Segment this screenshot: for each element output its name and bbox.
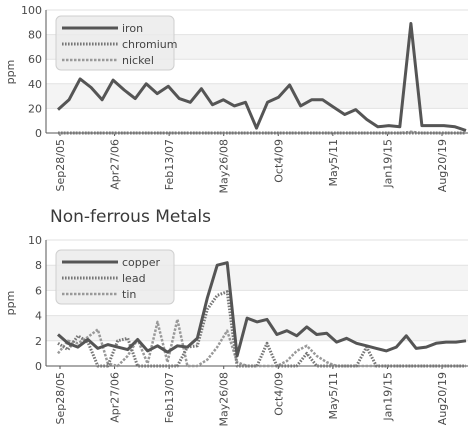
x-tick-label: Jan19/15	[381, 372, 394, 422]
y-axis-label: ppm	[4, 291, 17, 316]
legend-label-lead: lead	[122, 272, 146, 285]
x-tick-label: May26/08	[218, 139, 231, 193]
x-tick-label: Apr27/06	[109, 372, 122, 423]
grid-band	[46, 83, 468, 109]
x-tick-label: Jan19/15	[381, 139, 394, 189]
y-tick-label: 2	[35, 335, 42, 348]
x-tick-label: Apr27/06	[109, 139, 122, 190]
y-tick-label: 60	[28, 53, 42, 66]
x-tick-label: Feb13/07	[163, 139, 176, 190]
y-tick-label: 10	[28, 234, 42, 247]
chart-1: 0 20 40 60 80 100 ppm Sep28/05 Apr27/06 Feb13/07 M…	[4, 4, 468, 193]
legend-label-iron: iron	[122, 22, 143, 35]
legend-label-chromium: chromium	[122, 38, 178, 51]
y-tick-label: 100	[21, 4, 42, 17]
y-tick-label: 0	[35, 360, 42, 373]
y-tick-label: 8	[35, 259, 42, 272]
series-line-copper	[57, 261, 467, 358]
x-tick-label: Aug20/19	[436, 139, 449, 192]
y-tick-label: 80	[28, 29, 42, 42]
x-tick-label: Feb13/07	[163, 372, 176, 423]
x-tick-label: May5/11	[327, 139, 340, 186]
legend: copper lead tin	[55, 249, 175, 305]
x-tick-label: Aug20/19	[436, 372, 449, 425]
legend-label-nickel: nickel	[122, 54, 154, 67]
y-tick-label: 4	[35, 310, 42, 323]
x-tick-label: Sep28/05	[54, 372, 67, 424]
y-tick-label: 20	[28, 102, 42, 115]
y-tick-label: 6	[35, 284, 42, 297]
legend-label-copper: copper	[122, 256, 161, 269]
x-tick-label: May5/11	[327, 372, 340, 419]
x-tick-label: May26/08	[218, 372, 231, 426]
series-line-lead	[57, 290, 466, 368]
chart-title: Non-ferrous Metals	[50, 207, 211, 227]
grid-band	[46, 315, 468, 341]
x-tick-label: Oct4/09	[272, 372, 285, 416]
x-tick-label: Oct4/09	[272, 139, 285, 183]
y-tick-label: 40	[28, 78, 42, 91]
legend: iron chromium nickel	[55, 15, 178, 71]
y-tick-label: 0	[35, 127, 42, 140]
legend-label-tin: tin	[122, 288, 136, 301]
series-line-iron	[57, 22, 467, 132]
x-tick-label: Sep28/05	[54, 139, 67, 191]
chart-2: Non-ferrous Metals 0 2 4 6 8 10 ppm Sep28/05 Apr2…	[4, 207, 468, 426]
y-axis-label: ppm	[4, 60, 17, 85]
